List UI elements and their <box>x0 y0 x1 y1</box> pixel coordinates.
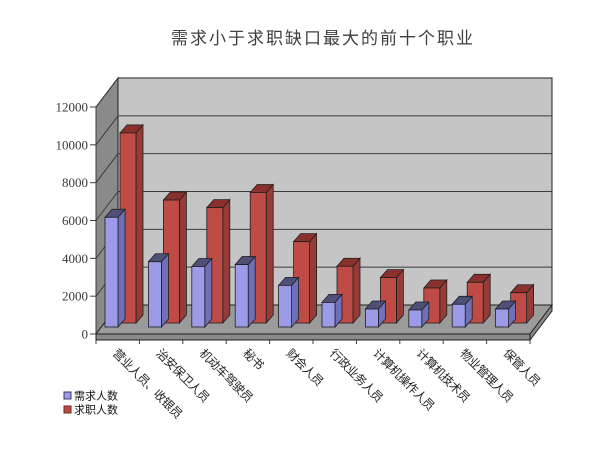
bar-side-face <box>247 255 256 329</box>
bar-demand-2 <box>190 257 213 329</box>
bar-seekers-1 <box>162 190 188 325</box>
bar-side-face <box>222 198 231 325</box>
y-tick-label: 6000 <box>62 213 88 228</box>
legend-swatch-demand <box>63 391 72 400</box>
bar-front-face <box>104 216 119 328</box>
bar-side-face <box>395 268 404 325</box>
legend-label-demand: 需求人数 <box>74 390 118 403</box>
y-tick-label: 8000 <box>62 175 88 190</box>
bar-demand-9 <box>494 299 517 329</box>
legend-label-seekers: 求职人数 <box>74 404 118 417</box>
bar-front-face <box>495 308 510 328</box>
y-tick-label: 2000 <box>62 289 88 304</box>
bar-side-face <box>135 123 144 325</box>
bar-demand-4 <box>277 276 300 329</box>
legend: 需求人数 求职人数 <box>63 390 118 417</box>
bar-front-face <box>278 284 293 328</box>
wall-gridline-diagonal <box>95 77 119 108</box>
floor-front-face <box>95 333 531 341</box>
bar-side-face <box>265 183 274 325</box>
bar-side-face <box>204 257 213 329</box>
bar-demand-7 <box>407 300 430 329</box>
y-axis-labels: 0 2000 4000 6000 8000 10000 12000 <box>56 100 89 342</box>
bar-front-face <box>321 302 336 328</box>
bar-demand-5 <box>321 293 343 329</box>
bar-seekers-9 <box>509 283 535 325</box>
bar-side-face <box>178 190 187 325</box>
y-tick-label: 10000 <box>56 137 89 152</box>
bar-demand-1 <box>147 252 170 329</box>
chart-gridlines <box>90 77 552 344</box>
bar-demand-8 <box>451 295 474 329</box>
legend-swatch-seekers <box>63 405 72 414</box>
bar-front-face <box>191 266 206 328</box>
wall-gridline-diagonal <box>95 115 119 146</box>
floor-side-face <box>529 303 553 342</box>
chart-bars <box>104 123 535 329</box>
category-label: 秘书 <box>240 346 267 373</box>
bar-demand-6 <box>364 299 387 329</box>
bar-side-face <box>352 257 361 325</box>
bar-front-face <box>234 264 249 328</box>
bar-side-face <box>160 252 169 329</box>
bar-front-face <box>364 308 379 328</box>
bar-front-face <box>451 303 466 328</box>
wall-gridline-diagonal <box>95 153 119 183</box>
bar-side-face <box>309 232 318 325</box>
bar-demand-3 <box>234 255 257 329</box>
wall-gridline-diagonal <box>95 191 119 221</box>
category-label: 财会人员 <box>283 346 326 389</box>
bar-front-face <box>147 261 162 328</box>
bar-demand-0 <box>104 208 126 329</box>
chart-title: 需求小于求职缺口最大的前十个职业 <box>171 29 475 48</box>
y-tick-label: 4000 <box>62 251 88 266</box>
y-tick-label: 12000 <box>56 100 89 115</box>
category-label: 保管人员 <box>500 346 543 389</box>
bar-side-face <box>291 276 300 329</box>
bar-side-face <box>117 208 126 329</box>
y-tick-label: 0 <box>82 327 89 342</box>
bar-front-face <box>408 309 423 328</box>
